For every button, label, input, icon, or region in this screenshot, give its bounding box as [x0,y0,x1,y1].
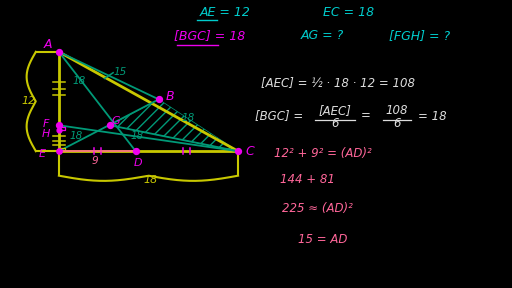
Text: = 18: = 18 [418,109,447,122]
Text: 9: 9 [92,156,98,166]
Text: D: D [134,158,142,168]
Text: 12: 12 [21,96,35,106]
Text: [BGC] =: [BGC] = [255,109,303,122]
Text: H: H [42,129,50,139]
Text: =: = [361,109,371,122]
Text: 12² + 9² = (AD)²: 12² + 9² = (AD)² [274,147,371,160]
Point [106,123,114,128]
Text: E: E [39,149,46,159]
Text: 18: 18 [144,175,158,185]
Text: [AEC]: [AEC] [319,104,352,117]
Point [132,149,140,154]
Text: G: G [112,116,120,126]
Point [55,123,63,128]
Point [155,97,163,102]
Text: EC = 18: EC = 18 [323,6,374,19]
Text: 108: 108 [386,104,408,117]
Text: F: F [43,119,49,129]
Text: [AEC] = ½ · 18 · 12 = 108: [AEC] = ½ · 18 · 12 = 108 [261,76,415,89]
Point [55,149,63,154]
Text: 6: 6 [393,117,400,130]
Text: A: A [44,38,52,51]
Text: 18: 18 [131,131,144,141]
Text: AE = 12: AE = 12 [200,6,251,19]
Point [55,50,63,54]
Point [55,128,63,132]
Text: B: B [166,90,174,103]
Text: C: C [245,145,254,158]
Text: [FGH] = ?: [FGH] = ? [389,29,451,42]
Text: 15 = AD: 15 = AD [298,233,347,246]
Text: 18: 18 [73,76,86,86]
Text: 15: 15 [114,67,127,77]
Text: 144 + 81: 144 + 81 [280,173,335,186]
Text: [BGC] = 18: [BGC] = 18 [174,29,246,42]
Text: 18: 18 [182,113,195,122]
Text: 6: 6 [332,117,339,130]
Text: 18: 18 [69,131,82,141]
Text: AG = ?: AG = ? [301,29,344,42]
Point [234,149,242,154]
Text: 225 ≈ (AD)²: 225 ≈ (AD)² [282,202,353,215]
